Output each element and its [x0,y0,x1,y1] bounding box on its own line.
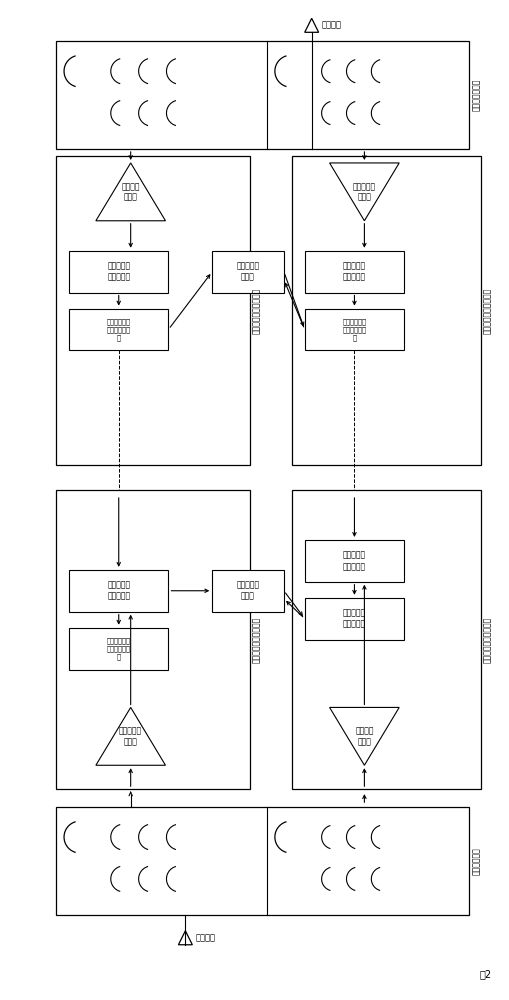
Bar [305,309,404,350]
Bar [56,41,469,149]
Bar [69,570,168,612]
Text: 直放站电源
子系统: 直放站电源 子系统 [237,581,260,601]
Bar [212,251,284,293]
Text: 下行功率
放大器: 下行功率 放大器 [122,182,140,202]
Text: 下行低噪声
放大器: 下行低噪声 放大器 [119,727,142,746]
Bar [212,570,284,612]
Text: 下行射频接收机子系统: 下行射频接收机子系统 [252,287,261,334]
Text: 上行解频下
变频子系统: 上行解频下 变频子系统 [343,262,366,282]
Text: 移动终端双工器: 移动终端双工器 [472,79,481,111]
Text: 上行功率
放大器: 上行功率 放大器 [355,727,374,746]
Bar [69,309,168,350]
Text: 直放站电源
子系统: 直放站电源 子系统 [237,262,260,282]
Text: 基站端双工器: 基站端双工器 [472,847,481,875]
Text: 下行基带信号
数字中频子系
统: 下行基带信号 数字中频子系 统 [107,637,131,660]
Bar [305,598,404,640]
Text: 下行基带信号
数字中频子系
统: 下行基带信号 数字中频子系 统 [107,318,131,341]
Text: 上行射频上
发频子系统: 上行射频上 发频子系统 [343,551,366,571]
Text: 下行射频上
变频子系统: 下行射频上 变频子系统 [107,262,130,282]
Text: 上行低噪声
放大器: 上行低噪声 放大器 [353,182,376,202]
Bar [56,156,250,465]
Bar [56,490,250,789]
Text: 下行射频接收机子系统: 下行射频接收机子系统 [252,616,261,663]
Bar [305,540,404,582]
Bar [56,807,469,915]
Text: 基站天线: 基站天线 [195,933,215,942]
Text: 上行射频接收机子系统: 上行射频接收机子系统 [483,287,492,334]
Bar [305,251,404,293]
Text: 上行射频发
射机子系统: 上行射频发 射机子系统 [343,609,366,629]
Bar [69,628,168,670]
Text: 图2: 图2 [479,969,492,979]
Text: 重发天线: 重发天线 [322,21,342,30]
Text: 下行射频下
变频子系统: 下行射频下 变频子系统 [107,581,130,601]
Text: 上行宽带信号
数字中频子系
统: 上行宽带信号 数字中频子系 统 [343,318,366,341]
Bar [292,156,481,465]
Bar [69,251,168,293]
Bar [292,490,481,789]
Text: 上行射频发射机子系统: 上行射频发射机子系统 [483,616,492,663]
